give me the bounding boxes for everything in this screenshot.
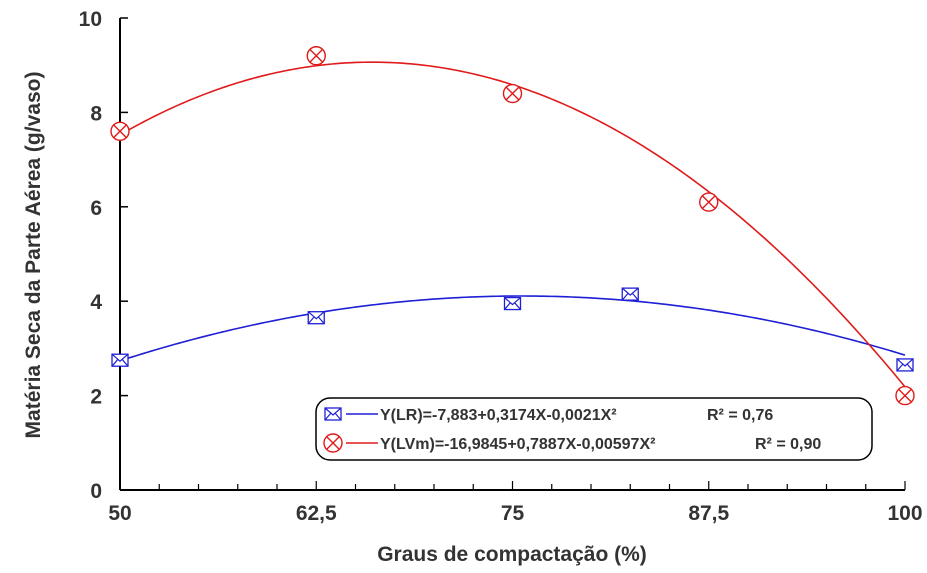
- x-ticks: 50 62,5 75 87,5 100: [108, 481, 923, 525]
- fit-curve-0: [119, 295, 906, 362]
- legend-marker-lvm: [323, 433, 343, 453]
- data-point: [502, 83, 523, 104]
- y-ticks: 0 2 4 6 8 10: [79, 8, 128, 503]
- legend: Y(LR)=-7,883+0,3174X-0,0021X² R² = 0,76 …: [315, 397, 873, 461]
- data-point: [699, 192, 719, 212]
- y-tick-label: 10: [79, 8, 102, 31]
- x-tick-label: 62,5: [296, 502, 337, 525]
- data-point: [895, 385, 915, 406]
- legend-crossed-circle-icon: [323, 433, 343, 453]
- x-axis-title: Graus de compactação (%): [377, 543, 647, 566]
- legend-marker-lr: [324, 407, 342, 421]
- data-point: [307, 311, 325, 325]
- y-tick-label: 2: [90, 386, 102, 409]
- x-tick-label: 75: [501, 502, 525, 525]
- x-tick-label: 100: [887, 502, 922, 525]
- data-point: [110, 121, 130, 141]
- legend-label-lr: Y(LR)=-7,883+0,3174X-0,0021X²: [380, 407, 617, 424]
- data-points: [110, 46, 915, 406]
- y-tick-label: 0: [90, 480, 102, 503]
- data-point: [621, 287, 639, 301]
- x-tick-label: 87,5: [688, 502, 729, 525]
- legend-envelope-icon: [324, 407, 342, 421]
- data-point: [306, 46, 326, 66]
- data-point: [111, 353, 129, 367]
- data-point: [503, 296, 522, 311]
- legend-box: [315, 397, 873, 461]
- fit-curves: [119, 61, 906, 388]
- x-tick-label: 50: [108, 502, 131, 525]
- y-tick-label: 4: [90, 291, 102, 314]
- y-tick-label: 6: [90, 197, 102, 220]
- legend-r2-lvm: R² = 0,90: [755, 436, 821, 453]
- y-tick-label: 8: [90, 102, 102, 125]
- legend-r2-lr: R² = 0,76: [707, 407, 773, 424]
- legend-label-lvm: Y(LVm)=-16,9845+0,7887X-0,00597X²: [380, 436, 655, 453]
- y-axis-title: Matéria Seca da Parte Aérea (g/vaso): [22, 72, 45, 439]
- fit-curve-1: [119, 61, 906, 388]
- data-point: [896, 358, 914, 372]
